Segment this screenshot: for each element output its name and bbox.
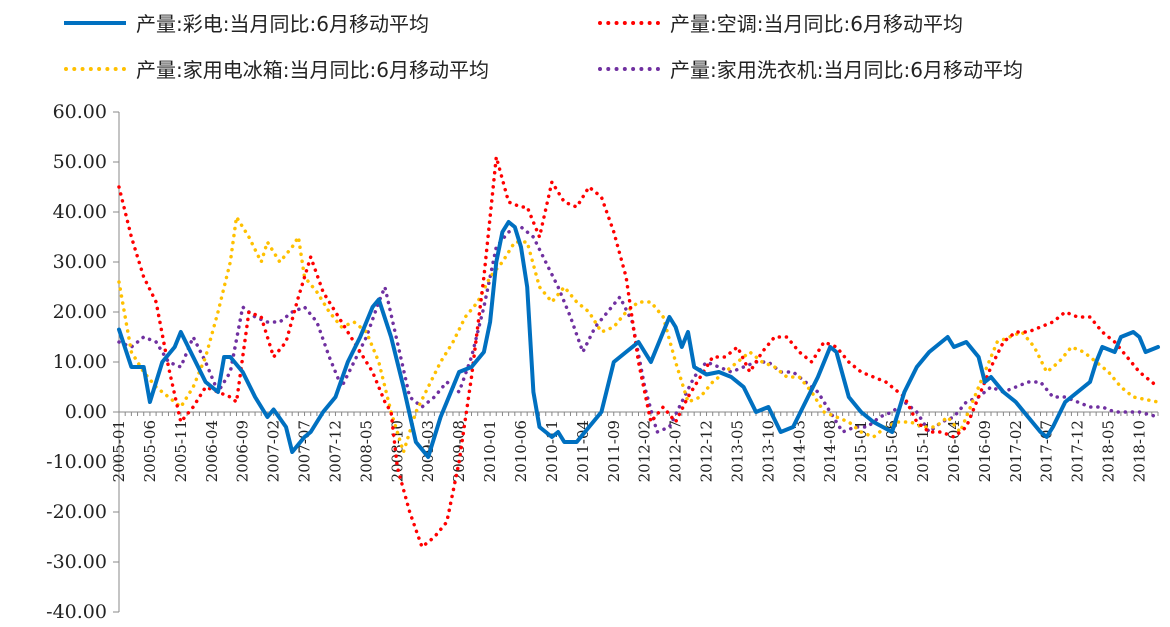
x-tick-label: 2005-06 xyxy=(141,420,159,482)
x-tick-label: 2009-08 xyxy=(450,420,468,482)
x-tick-label: 2010-11 xyxy=(543,420,561,482)
legend-label-fridge: 产量:家用电冰箱:当月同比:6月移动平均 xyxy=(136,58,489,82)
x-tick-label: 2012-07 xyxy=(667,420,685,482)
y-tick-label: 60.00 xyxy=(53,101,107,123)
y-tick-label: 30.00 xyxy=(53,251,107,273)
x-tick-label: 2011-09 xyxy=(605,420,623,482)
y-tick-label: 10.00 xyxy=(53,351,107,373)
legend-item-washer: 产量:家用洗衣机:当月同比:6月移动平均 xyxy=(598,54,1023,83)
y-tick-label: -30.00 xyxy=(46,551,107,573)
x-tick-label: 2006-04 xyxy=(203,420,221,482)
x-tick-label: 2010-01 xyxy=(481,420,499,482)
legend-label-washer: 产量:家用洗衣机:当月同比:6月移动平均 xyxy=(670,58,1023,82)
legend: 产量:彩电:当月同比:6月移动平均 产量:空调:当月同比:6月移动平均 产量:家… xyxy=(0,0,1170,90)
series-line-2 xyxy=(117,215,1160,454)
x-tick-label: 2015-06 xyxy=(883,420,901,482)
y-tick-label: -40.00 xyxy=(46,601,107,623)
x-tick-label: 2017-12 xyxy=(1069,420,1087,482)
x-axis: 2005-01 2005-06 2005-11 2006-04 2006-09 2007-… xyxy=(110,411,1159,482)
x-tick-label: 2015-01 xyxy=(852,420,870,482)
x-tick-label: 2013-10 xyxy=(759,420,777,482)
series-layer xyxy=(117,155,1160,549)
x-tick-label: 2012-12 xyxy=(698,420,716,482)
y-tick-label: 40.00 xyxy=(53,201,107,223)
legend-swatch-ac xyxy=(598,20,660,25)
x-tick-label: 2018-05 xyxy=(1100,420,1118,482)
legend-label-ac: 产量:空调:当月同比:6月移动平均 xyxy=(670,12,963,36)
x-tick-label: 2005-11 xyxy=(172,420,190,482)
x-tick-label: 2011-04 xyxy=(574,420,592,482)
x-tick-label: 2018-10 xyxy=(1130,420,1148,482)
x-tick-label: 2013-05 xyxy=(728,420,746,482)
y-tick-label: 0.00 xyxy=(65,401,107,423)
y-tick-label: 50.00 xyxy=(53,151,107,173)
legend-swatch-washer xyxy=(598,66,660,71)
x-tick-label: 2016-09 xyxy=(976,420,994,482)
y-tick-label: -20.00 xyxy=(46,501,107,523)
x-tick-label: 2016-04 xyxy=(945,420,963,482)
y-tick-label: -10.00 xyxy=(46,451,107,473)
x-tick-label: 2006-09 xyxy=(234,420,252,482)
legend-swatch-fridge xyxy=(64,66,126,71)
legend-item-fridge: 产量:家用电冰箱:当月同比:6月移动平均 xyxy=(64,54,489,83)
x-tick-label: 2014-03 xyxy=(790,420,808,482)
y-axis: 60.00 50.00 40.00 30.00 20.00 10.00 0.00 -10.00… xyxy=(46,101,120,623)
x-tick-label: 2007-12 xyxy=(326,420,344,482)
x-tick-label: 2007-02 xyxy=(265,420,283,482)
x-tick-label: 2017-02 xyxy=(1007,420,1025,482)
series-line-1 xyxy=(117,155,1160,549)
legend-item-ac: 产量:空调:当月同比:6月移动平均 xyxy=(598,8,963,37)
y-tick-label: 20.00 xyxy=(53,301,107,323)
series-line-0 xyxy=(117,220,1160,459)
x-tick-label: 2005-01 xyxy=(110,420,128,482)
x-tick-label: 2015-11 xyxy=(914,420,932,482)
series-line-3 xyxy=(117,225,1160,434)
legend-swatch-tv xyxy=(64,20,126,25)
x-tick-label: 2012-02 xyxy=(636,420,654,482)
x-tick-label: 2014-08 xyxy=(821,420,839,482)
legend-label-tv: 产量:彩电:当月同比:6月移动平均 xyxy=(136,12,429,36)
legend-item-tv: 产量:彩电:当月同比:6月移动平均 xyxy=(64,8,429,37)
x-tick-label: 2008-05 xyxy=(357,420,375,482)
x-tick-label: 2010-06 xyxy=(512,420,530,482)
